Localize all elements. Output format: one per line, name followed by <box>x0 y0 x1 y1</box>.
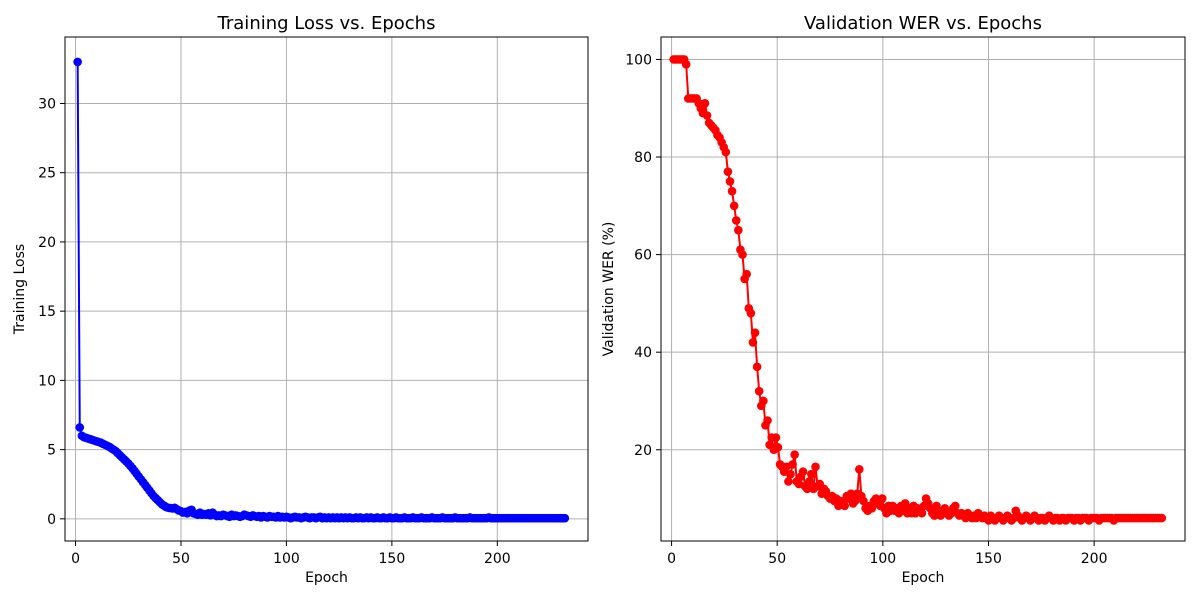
y-tick-label: 10 <box>38 373 56 389</box>
data-point <box>723 167 733 176</box>
data-point <box>729 201 739 211</box>
data-point <box>763 416 772 425</box>
y-tick-label: 25 <box>38 166 56 182</box>
data-point <box>752 362 762 372</box>
data-point <box>859 496 868 506</box>
data-point <box>773 443 783 452</box>
data-point <box>786 469 795 479</box>
x-tick-label: 100 <box>869 551 896 567</box>
plot-frame <box>64 36 589 542</box>
x-tick-label: 0 <box>667 551 676 567</box>
validation-wer-panel: 0 50 100 150 200 20 40 60 80 100 Validation WER vs… <box>601 13 1186 586</box>
data-point <box>681 60 691 69</box>
data-point <box>727 186 737 196</box>
data-point <box>731 216 741 225</box>
data-point <box>855 464 864 474</box>
data-point <box>850 496 860 506</box>
data-point <box>746 308 756 318</box>
data-point <box>700 99 710 108</box>
y-tick-label: 0 <box>47 512 56 528</box>
training-loss-panel: 0 50 100 150 200 0 5 10 15 20 25 30 Training Loss vs… <box>12 13 589 586</box>
data-point <box>738 250 747 259</box>
y-tick-label: 40 <box>634 345 652 361</box>
y-tick-label: 20 <box>38 235 56 251</box>
x-tick-label: 100 <box>273 551 300 567</box>
x-tick-label: 0 <box>71 551 80 567</box>
data-point <box>867 504 877 513</box>
plot-frame <box>660 36 1186 542</box>
y-tick-label: 15 <box>38 304 56 320</box>
data-point <box>877 494 887 503</box>
y-axis-label: Validation WER (%) <box>601 222 617 357</box>
y-axis-label: Training Loss <box>12 244 28 335</box>
x-tick-label: 50 <box>768 551 786 567</box>
data-point <box>771 433 781 442</box>
data-point <box>754 386 764 396</box>
chart-title: Validation WER vs. Epochs <box>804 13 1042 34</box>
y-tick-label: 5 <box>47 443 56 459</box>
data-point <box>784 477 793 486</box>
data-point <box>807 469 816 479</box>
data-point <box>73 57 82 67</box>
x-axis-label: Epoch <box>305 570 348 586</box>
chart-title: Training Loss vs. Epochs <box>217 13 436 34</box>
data-point <box>759 396 768 406</box>
data-point <box>840 501 850 511</box>
data-point <box>811 462 820 472</box>
data-point <box>917 508 927 518</box>
data-point <box>560 513 570 523</box>
x-tick-label: 50 <box>172 551 190 567</box>
y-tick-label: 100 <box>625 52 652 68</box>
data-point <box>75 423 85 432</box>
data-point <box>950 501 960 511</box>
data-point <box>804 477 814 486</box>
x-tick-label: 200 <box>1081 551 1108 567</box>
x-axis-label: Epoch <box>902 570 945 586</box>
data-point <box>734 225 743 235</box>
data-point <box>790 450 799 459</box>
data-point <box>748 338 758 347</box>
y-tick-label: 80 <box>634 150 652 166</box>
y-tick-label: 60 <box>634 248 652 264</box>
x-tick-label: 200 <box>484 551 511 567</box>
data-point <box>798 467 808 477</box>
data-point <box>702 111 712 120</box>
data-point <box>1157 513 1167 523</box>
data-point <box>750 328 760 337</box>
y-tick-label: 20 <box>634 443 652 459</box>
series-line <box>673 58 1162 523</box>
data-point <box>802 484 812 494</box>
data-point <box>846 489 856 498</box>
x-tick-label: 150 <box>975 551 1002 567</box>
data-point <box>788 460 797 469</box>
y-tick-label: 30 <box>38 96 56 112</box>
x-tick-label: 150 <box>379 551 406 567</box>
data-point <box>742 269 751 279</box>
data-point <box>725 177 735 186</box>
data-point <box>721 147 731 157</box>
